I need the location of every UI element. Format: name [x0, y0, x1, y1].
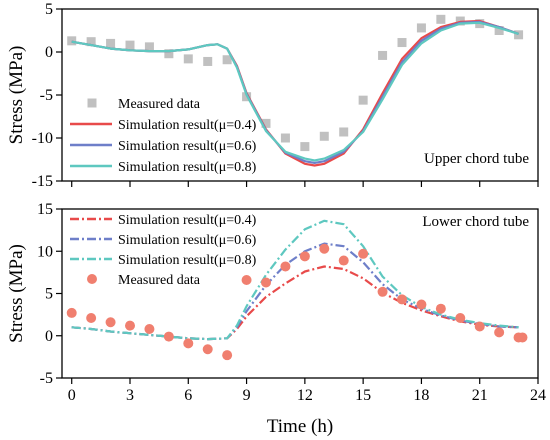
data-point [494, 26, 504, 35]
data-point [299, 251, 310, 262]
data-point [144, 323, 155, 334]
data-point [338, 255, 349, 266]
x-tick-label: 24 [530, 387, 546, 404]
legend-label: Measured data [118, 97, 201, 112]
data-point [339, 127, 349, 137]
legend-label: Simulation result(μ=0.6) [118, 233, 257, 248]
data-point [125, 40, 135, 50]
data-point [474, 321, 485, 332]
legend-swatch [87, 98, 97, 108]
data-point [202, 344, 213, 355]
data-point [280, 261, 291, 272]
data-point [319, 243, 330, 254]
data-point [66, 307, 77, 318]
data-point [125, 320, 135, 331]
legend-label: Simulation result(μ=0.4) [118, 213, 257, 228]
data-point [105, 317, 116, 328]
x-tick-label: 15 [355, 387, 371, 404]
plot-area [67, 14, 524, 167]
data-point [397, 38, 407, 48]
x-tick-label: 21 [472, 387, 488, 404]
data-point [280, 133, 290, 143]
data-point [416, 23, 426, 33]
series-line [71, 21, 519, 162]
data-point [455, 313, 466, 324]
data-point [416, 299, 427, 310]
y-tick-label: 0 [45, 44, 53, 61]
series-line [71, 219, 519, 341]
data-point [319, 131, 329, 141]
y-axis-label: Stress (MPa) [6, 244, 27, 343]
y-tick-label: 5 [45, 286, 53, 303]
x-tick-label: 6 [184, 387, 192, 404]
data-point [358, 95, 368, 105]
data-point [514, 30, 524, 40]
legend-label: Simulation result(μ=0.8) [118, 253, 257, 268]
x-tick-label: 12 [297, 387, 313, 404]
data-point [241, 274, 252, 285]
data-point [494, 327, 505, 338]
panel-annotation: Upper chord tube [424, 151, 529, 167]
legend-label: Simulation result(μ=0.6) [118, 139, 257, 154]
x-tick-label: 3 [126, 387, 134, 404]
data-point [377, 286, 388, 297]
data-point [144, 42, 154, 52]
y-axis-label: Stress (MPa) [6, 46, 27, 145]
x-tick-label: 0 [68, 387, 76, 404]
y-tick-label: 10 [37, 243, 53, 260]
data-point [183, 54, 193, 64]
upper-chord-panel: -15 -10 -5 0 5 Stress (MPa) Measured data Simul… [6, 1, 539, 190]
data-point [397, 294, 407, 305]
data-point [222, 350, 233, 361]
data-point [86, 313, 97, 324]
y-tick-label: -5 [40, 370, 53, 387]
data-point [222, 55, 232, 65]
data-point [203, 56, 213, 66]
legend-label: Measured data [118, 273, 201, 288]
data-point [358, 248, 369, 259]
y-tick-label: -15 [32, 173, 53, 190]
data-point [517, 332, 528, 343]
data-point [86, 37, 96, 47]
y-tick-label: 15 [37, 201, 53, 218]
y-tick-label: 0 [45, 328, 53, 345]
data-point [436, 14, 446, 24]
data-point [106, 38, 116, 48]
data-point [163, 331, 174, 342]
y-tick-label: -10 [32, 130, 53, 147]
x-tick-label: 9 [243, 387, 251, 404]
legend-swatch [87, 274, 97, 284]
plot-area [66, 219, 528, 361]
x-axis-label: Time (h) [267, 416, 333, 437]
y-tick-label: 5 [45, 1, 53, 18]
data-point [300, 142, 310, 152]
legend-label: Simulation result(μ=0.8) [118, 160, 257, 175]
data-point [261, 277, 271, 288]
legend-label: Simulation result(μ=0.4) [118, 118, 257, 133]
data-point [435, 303, 446, 314]
lower-chord-panel: 0 3 6 9 12 15 18 21 24 -5 0 5 10 15 Stress (MPa) Simula… [6, 201, 546, 404]
data-point [261, 118, 271, 128]
data-point [183, 338, 194, 349]
data-point [67, 36, 77, 46]
y-tick-label: -5 [40, 87, 53, 104]
x-tick-label: 18 [413, 387, 429, 404]
panel-annotation: Lower chord tube [422, 214, 529, 230]
data-point [378, 50, 388, 60]
data-point [164, 49, 174, 59]
